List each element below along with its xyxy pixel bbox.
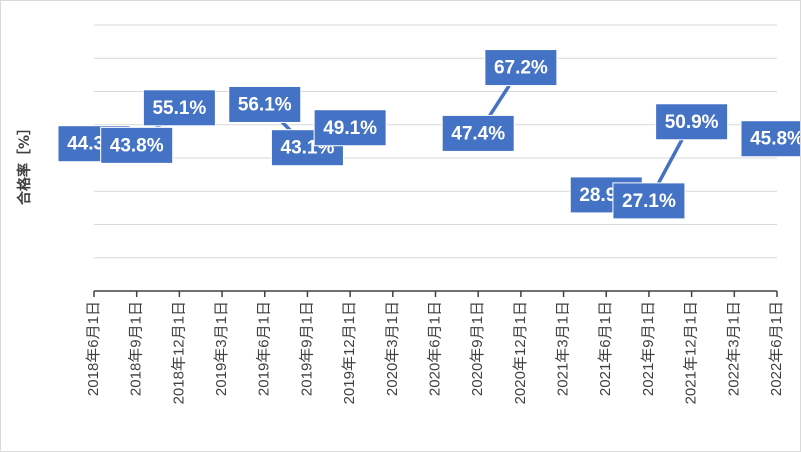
data-label-text: 67.2% <box>494 58 548 79</box>
data-label: 67.2% <box>484 49 558 87</box>
data-label-text: 45.8% <box>750 129 801 150</box>
data-label-text: 47.4% <box>451 123 505 144</box>
data-label-box <box>612 182 686 220</box>
x-tick-label: 2022年3月1日 <box>725 301 742 396</box>
x-tick-label: 2020年6月1日 <box>426 301 443 396</box>
data-label: 50.9% <box>655 103 729 141</box>
x-tick-label: 2018年9月1日 <box>128 301 145 396</box>
x-tick-label: 2021年6月1日 <box>597 301 614 396</box>
data-label-box <box>740 120 800 158</box>
data-label: 47.4% <box>441 114 515 152</box>
x-tick-label: 2021年3月1日 <box>555 301 572 396</box>
x-tick-label: 2019年12月1日 <box>341 301 358 404</box>
x-tick-label: 2020年9月1日 <box>469 301 486 396</box>
x-tick-label: 2019年6月1日 <box>256 301 273 396</box>
x-tick-label: 2020年12月1日 <box>512 301 529 404</box>
x-tick-label: 2019年3月1日 <box>213 301 230 396</box>
x-tick-label: 2021年12月1日 <box>683 301 700 404</box>
data-label: 49.1% <box>313 109 387 147</box>
y-axis-label: 合格率［%］ <box>16 121 33 205</box>
data-label-box <box>100 126 174 164</box>
data-label: 56.1% <box>228 85 302 123</box>
data-label-text: 49.1% <box>323 118 377 139</box>
data-label-text: 55.1% <box>152 98 206 119</box>
data-label-text: 50.9% <box>665 112 719 133</box>
data-label-text: 43.8% <box>110 135 164 156</box>
x-tick-label: 2018年6月1日 <box>85 301 102 396</box>
data-label-box <box>441 114 515 152</box>
data-label: 27.1% <box>612 182 686 220</box>
data-label-box <box>142 89 216 127</box>
x-tick-label: 2021年9月1日 <box>640 301 657 396</box>
data-label-box <box>484 49 558 87</box>
data-label-box <box>655 103 729 141</box>
x-tick-label: 2019年9月1日 <box>298 301 315 396</box>
data-label: 43.8% <box>100 126 174 164</box>
data-label-box <box>313 109 387 147</box>
x-tick-label: 2020年3月1日 <box>384 301 401 396</box>
data-label-box <box>228 85 302 123</box>
x-tick-label: 2022年6月1日 <box>768 301 785 396</box>
data-label: 45.8% <box>740 120 801 158</box>
data-label-text: 56.1% <box>238 94 292 115</box>
x-tick-label: 2018年12月1日 <box>170 301 187 404</box>
data-label-text: 27.1% <box>622 191 676 212</box>
data-label: 55.1% <box>142 89 216 127</box>
